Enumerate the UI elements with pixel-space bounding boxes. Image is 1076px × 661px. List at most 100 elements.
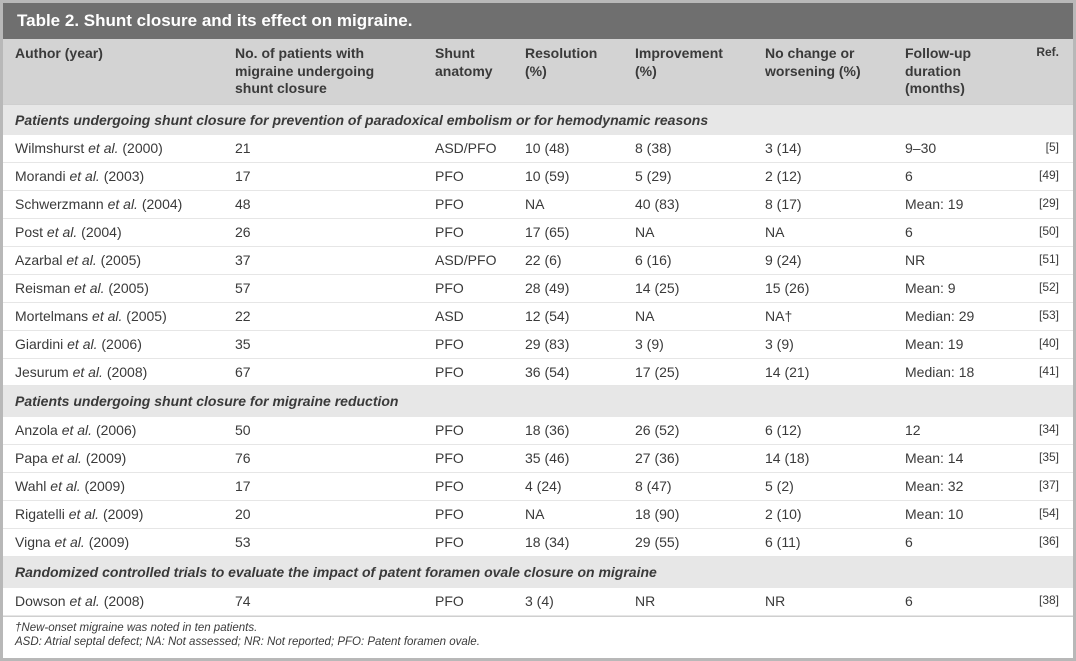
section-title: Randomized controlled trials to evaluate… xyxy=(3,556,1073,587)
table-row: Reisman et al. (2005)57PFO28 (49)14 (25)… xyxy=(3,274,1073,302)
imp-cell: 27 (36) xyxy=(623,445,753,473)
imp-cell: 8 (38) xyxy=(623,135,753,162)
noc-cell: NA xyxy=(753,219,893,247)
fu-cell: Mean: 9 xyxy=(893,274,1013,302)
anatomy-cell: PFO xyxy=(423,588,513,615)
author-cell: Morandi et al. (2003) xyxy=(3,163,223,191)
n-cell: 21 xyxy=(223,135,423,162)
table-row: Mortelmans et al. (2005)22ASD12 (54)NANA… xyxy=(3,302,1073,330)
author-cell: Azarbal et al. (2005) xyxy=(3,246,223,274)
imp-cell: 5 (29) xyxy=(623,163,753,191)
section-title: Patients undergoing shunt closure for pr… xyxy=(3,104,1073,135)
fu-cell: 6 xyxy=(893,163,1013,191)
n-cell: 50 xyxy=(223,417,423,444)
imp-cell: 8 (47) xyxy=(623,473,753,501)
anatomy-cell: PFO xyxy=(423,358,513,386)
fu-cell: Mean: 32 xyxy=(893,473,1013,501)
author-cell: Wahl et al. (2009) xyxy=(3,473,223,501)
ref-cell: [37] xyxy=(1013,473,1073,501)
col-anatomy: Shunt anatomy xyxy=(423,39,513,104)
res-cell: 17 (65) xyxy=(513,219,623,247)
imp-cell: NA xyxy=(623,302,753,330)
footnotes: †New-onset migraine was noted in ten pat… xyxy=(3,616,1073,659)
res-cell: 28 (49) xyxy=(513,274,623,302)
noc-cell: 2 (12) xyxy=(753,163,893,191)
table-row: Giardini et al. (2006)35PFO29 (83)3 (9)3… xyxy=(3,330,1073,358)
n-cell: 74 xyxy=(223,588,423,615)
noc-cell: 6 (11) xyxy=(753,528,893,556)
res-cell: 4 (24) xyxy=(513,473,623,501)
ref-cell: [53] xyxy=(1013,302,1073,330)
anatomy-cell: PFO xyxy=(423,274,513,302)
n-cell: 48 xyxy=(223,191,423,219)
col-improvement: Improvement (%) xyxy=(623,39,753,104)
header-row: Author (year) No. of patients with migra… xyxy=(3,39,1073,104)
col-nochange: No change or worsening (%) xyxy=(753,39,893,104)
noc-cell: 15 (26) xyxy=(753,274,893,302)
imp-cell: 40 (83) xyxy=(623,191,753,219)
fu-cell: Mean: 19 xyxy=(893,330,1013,358)
n-cell: 76 xyxy=(223,445,423,473)
fu-cell: 6 xyxy=(893,219,1013,247)
imp-cell: 6 (16) xyxy=(623,246,753,274)
author-cell: Schwerzmann et al. (2004) xyxy=(3,191,223,219)
author-cell: Wilmshurst et al. (2000) xyxy=(3,135,223,162)
res-cell: NA xyxy=(513,191,623,219)
author-cell: Post et al. (2004) xyxy=(3,219,223,247)
noc-cell: NA† xyxy=(753,302,893,330)
ref-cell: [36] xyxy=(1013,528,1073,556)
anatomy-cell: PFO xyxy=(423,445,513,473)
col-followup: Follow-up duration (months) xyxy=(893,39,1013,104)
section-row: Randomized controlled trials to evaluate… xyxy=(3,556,1073,587)
res-cell: 35 (46) xyxy=(513,445,623,473)
n-cell: 17 xyxy=(223,163,423,191)
ref-cell: [40] xyxy=(1013,330,1073,358)
imp-cell: 14 (25) xyxy=(623,274,753,302)
noc-cell: 14 (18) xyxy=(753,445,893,473)
section-title: Patients undergoing shunt closure for mi… xyxy=(3,386,1073,417)
n-cell: 67 xyxy=(223,358,423,386)
section-row: Patients undergoing shunt closure for mi… xyxy=(3,386,1073,417)
n-cell: 17 xyxy=(223,473,423,501)
noc-cell: 3 (9) xyxy=(753,330,893,358)
noc-cell: 9 (24) xyxy=(753,246,893,274)
anatomy-cell: ASD/PFO xyxy=(423,246,513,274)
fu-cell: NR xyxy=(893,246,1013,274)
author-cell: Dowson et al. (2008) xyxy=(3,588,223,615)
ref-cell: [29] xyxy=(1013,191,1073,219)
imp-cell: 18 (90) xyxy=(623,500,753,528)
n-cell: 57 xyxy=(223,274,423,302)
table-row: Morandi et al. (2003)17PFO10 (59)5 (29)2… xyxy=(3,163,1073,191)
n-cell: 26 xyxy=(223,219,423,247)
anatomy-cell: PFO xyxy=(423,330,513,358)
ref-cell: [49] xyxy=(1013,163,1073,191)
author-cell: Anzola et al. (2006) xyxy=(3,417,223,444)
table-row: Vigna et al. (2009)53PFO18 (34)29 (55)6 … xyxy=(3,528,1073,556)
table-row: Rigatelli et al. (2009)20PFONA18 (90)2 (… xyxy=(3,500,1073,528)
ref-cell: [34] xyxy=(1013,417,1073,444)
imp-cell: NA xyxy=(623,219,753,247)
anatomy-cell: ASD xyxy=(423,302,513,330)
ref-cell: [54] xyxy=(1013,500,1073,528)
author-cell: Jesurum et al. (2008) xyxy=(3,358,223,386)
res-cell: 12 (54) xyxy=(513,302,623,330)
res-cell: 3 (4) xyxy=(513,588,623,615)
res-cell: 36 (54) xyxy=(513,358,623,386)
ref-cell: [35] xyxy=(1013,445,1073,473)
anatomy-cell: ASD/PFO xyxy=(423,135,513,162)
table-row: Wahl et al. (2009)17PFO4 (24)8 (47)5 (2)… xyxy=(3,473,1073,501)
fu-cell: 12 xyxy=(893,417,1013,444)
res-cell: 10 (59) xyxy=(513,163,623,191)
imp-cell: 26 (52) xyxy=(623,417,753,444)
table-row: Wilmshurst et al. (2000)21ASD/PFO10 (48)… xyxy=(3,135,1073,162)
noc-cell: 5 (2) xyxy=(753,473,893,501)
footnote-line: ASD: Atrial septal defect; NA: Not asses… xyxy=(15,635,1061,650)
anatomy-cell: PFO xyxy=(423,219,513,247)
table-row: Post et al. (2004)26PFO17 (65)NANA6[50] xyxy=(3,219,1073,247)
table-row: Schwerzmann et al. (2004)48PFONA40 (83)8… xyxy=(3,191,1073,219)
data-table: Author (year) No. of patients with migra… xyxy=(3,39,1073,616)
imp-cell: 29 (55) xyxy=(623,528,753,556)
imp-cell: 3 (9) xyxy=(623,330,753,358)
noc-cell: 2 (10) xyxy=(753,500,893,528)
table-row: Jesurum et al. (2008)67PFO36 (54)17 (25)… xyxy=(3,358,1073,386)
